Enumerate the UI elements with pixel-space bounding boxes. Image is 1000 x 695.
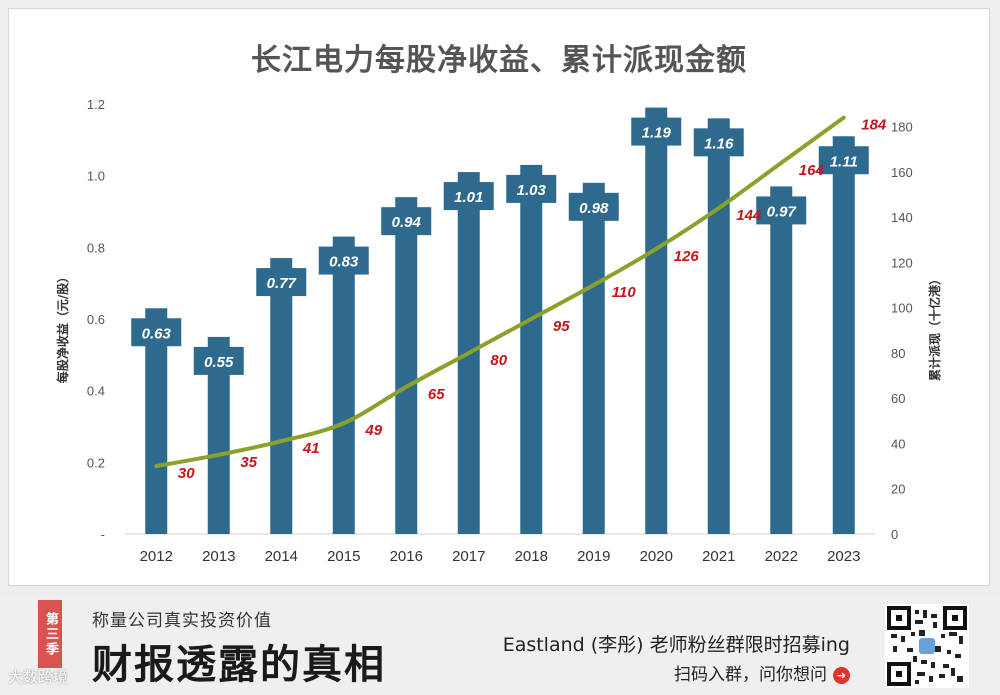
season-tag: 第三季 — [38, 600, 62, 668]
line-data-label: 126 — [674, 248, 700, 265]
bar-label-box — [506, 174, 557, 203]
line-data-label: 49 — [364, 422, 382, 439]
y-left-axis-title: 每股净收益（元/股） — [55, 271, 70, 383]
bar-label-box — [443, 182, 494, 211]
bar-label-box — [193, 346, 244, 375]
banner-subtitle: 称量公司真实投资价值 — [92, 611, 272, 631]
y-right-tick-label: 40 — [891, 436, 905, 451]
x-tick-label: 2016 — [390, 548, 423, 565]
y-left-tick-label: 1.2 — [87, 97, 105, 112]
bar-data-label: 1.01 — [454, 189, 483, 206]
bar-label-box — [381, 207, 432, 236]
line-data-label: 41 — [302, 440, 320, 457]
bar-data-label: 0.77 — [267, 275, 297, 292]
x-tick-label: 2020 — [640, 548, 673, 565]
bar — [645, 107, 668, 534]
bar-data-label: 1.16 — [704, 135, 734, 152]
y-right-tick-label: 60 — [891, 391, 905, 406]
arrow-right-icon: ➜ — [833, 667, 850, 684]
y-left-tick-label: - — [101, 527, 105, 542]
chart-card: 长江电力每股净收益、累计派现金额 - 0.2 0.4 0.6 0.8 1.0 1.2 0 20 4… — [8, 8, 990, 586]
banner-main-title: 财报透露的真相 — [92, 641, 386, 688]
x-tick-label: 2013 — [202, 548, 235, 565]
y-right-tick-label: 140 — [891, 210, 913, 225]
x-tick-label: 2017 — [452, 548, 485, 565]
bar-data-label: 0.83 — [329, 254, 359, 271]
x-tick-label: 2018 — [515, 548, 548, 565]
x-tick-label: 2015 — [327, 548, 360, 565]
x-tick-label: 2012 — [140, 548, 173, 565]
chart-title: 长江电力每股净收益、累计派现金额 — [251, 43, 747, 78]
y-left-tick-label: 0.8 — [87, 240, 105, 255]
bar-data-label: 0.98 — [579, 200, 609, 217]
y-right-tick-label: 180 — [891, 120, 913, 135]
y-left-tick-label: 1.0 — [87, 169, 105, 184]
bar-data-label: 1.19 — [642, 125, 672, 142]
bar-label-box — [693, 128, 744, 157]
bar — [145, 308, 168, 534]
bar — [707, 118, 730, 534]
bar-data-label: 0.94 — [392, 214, 422, 231]
line-data-label: 35 — [240, 454, 257, 471]
bar-label-box — [756, 196, 807, 225]
y-right-tick-label: 120 — [891, 255, 913, 270]
bar — [270, 258, 293, 534]
watermark: 大数跨境 — [8, 668, 69, 686]
cumulative-dividend-line — [154, 115, 846, 469]
bar-data-label: 1.11 — [830, 153, 858, 170]
y-right-tick-label: 80 — [891, 346, 905, 361]
line-data-label: 80 — [490, 352, 507, 369]
y-left-tick-label: 0.6 — [87, 312, 105, 327]
bar — [395, 197, 418, 534]
line-data-label: 144 — [736, 207, 762, 224]
bar — [770, 186, 793, 534]
join-group-text: 扫码入群，问你想问 — [674, 665, 827, 685]
y-left-tick-label: 0.2 — [87, 455, 105, 470]
x-tick-label: 2019 — [577, 548, 610, 565]
bar-data-label: 1.03 — [517, 182, 547, 199]
bar-data-label: 0.63 — [142, 325, 172, 342]
promo-banner: 第三季 称量公司真实投资价值 财报透露的真相 Eastland (李彤) 老师粉… — [0, 596, 1000, 695]
bar — [832, 136, 855, 534]
qr-code-icon — [887, 606, 967, 686]
y-right-tick-label: 160 — [891, 165, 913, 180]
bar-label-box — [256, 268, 307, 297]
line-data-label: 30 — [178, 465, 195, 482]
bar — [582, 182, 605, 535]
join-group-link[interactable]: 扫码入群，问你想问 ➜ — [674, 660, 850, 685]
y-left-tick-label: 0.4 — [87, 384, 105, 399]
chart-plot: - 0.2 0.4 0.6 0.8 1.0 1.2 0 20 40 60 80 100 120 140 160… — [55, 97, 942, 565]
bar-label-box — [131, 318, 182, 347]
x-tick-label: 2021 — [702, 548, 735, 565]
x-tick-label: 2023 — [827, 548, 860, 565]
bar — [332, 236, 355, 535]
qr-code[interactable] — [885, 604, 969, 688]
bar-label-box — [818, 146, 869, 175]
bar-label-box — [318, 246, 369, 275]
x-tick-label: 2022 — [765, 548, 798, 565]
y-right-axis-title: 累计派现（十亿港） — [927, 273, 942, 381]
bar-data-label: 0.97 — [767, 203, 797, 220]
bar-data-label: 0.55 — [204, 354, 234, 371]
bar — [520, 164, 543, 534]
fan-group-cta: Eastland (李彤) 老师粉丝群限时招募ing — [502, 634, 850, 656]
bar-label-box — [568, 192, 619, 221]
bar — [207, 336, 230, 534]
bar-label-box — [631, 117, 682, 146]
y-right-tick-label: 100 — [891, 301, 913, 316]
y-right-tick-label: 0 — [891, 527, 898, 542]
line-data-label: 164 — [799, 162, 825, 179]
line-data-label: 65 — [428, 386, 445, 403]
line-data-label: 110 — [612, 284, 637, 301]
line-data-label: 184 — [861, 117, 887, 134]
y-right-tick-label: 20 — [891, 482, 905, 497]
line-data-label: 95 — [553, 318, 570, 335]
x-tick-label: 2014 — [265, 548, 298, 565]
